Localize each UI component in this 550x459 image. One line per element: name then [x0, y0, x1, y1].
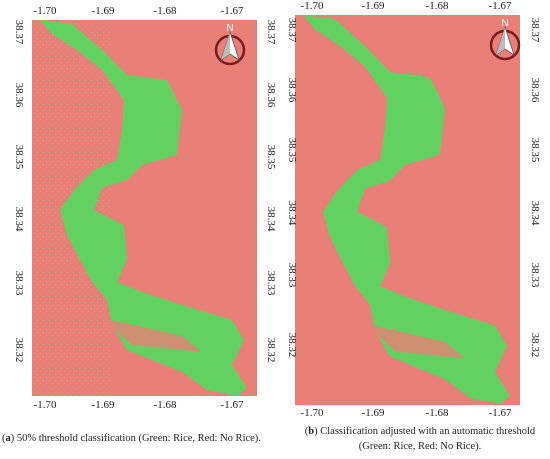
- y-tick-label: 38.33: [286, 263, 298, 288]
- y-tick-label: 38.34: [13, 207, 25, 232]
- x-tick-label: -1.69: [92, 399, 115, 411]
- x-tick-label: -1.70: [301, 407, 324, 419]
- x-tick-label: -1.68: [426, 0, 449, 12]
- x-tick-label: -1.68: [154, 399, 177, 411]
- y-tick-label: 38.34: [529, 201, 541, 226]
- map-panel: -1.70 -1.70 -1.69 -1.69 -1.68 -1.68 -1.67 -1.67…: [13, 5, 277, 411]
- y-tick-label: 38.37: [286, 18, 298, 43]
- y-tick-label: 38.35: [265, 145, 277, 170]
- caption-part: ) 50% threshold classification (Green: R…: [11, 433, 261, 444]
- x-tick-label: -1.68: [426, 407, 449, 419]
- y-tick-label: 38.36: [13, 83, 25, 108]
- caption-line: (Green: Rice, Red: No Rice).: [359, 441, 481, 452]
- caption-part: (: [2, 433, 6, 444]
- y-tick-label: 38.37: [529, 18, 541, 43]
- x-tick-label: -1.69: [92, 5, 115, 17]
- y-tick-label: 38.32: [529, 333, 541, 358]
- y-tick-label: 38.33: [265, 271, 277, 296]
- north-label: N: [226, 23, 233, 34]
- x-tick-label: -1.70: [34, 5, 57, 17]
- y-tick-label: 38.36: [265, 83, 277, 108]
- x-tick-label: -1.69: [362, 0, 385, 12]
- x-tick-label: -1.67: [489, 0, 512, 12]
- y-tick-label: 38.35: [529, 138, 541, 163]
- y-tick-label: 38.37: [265, 20, 277, 45]
- x-tick-label: -1.67: [221, 5, 244, 17]
- y-tick-label: 38.35: [286, 138, 298, 163]
- caption-part: (: [305, 426, 309, 437]
- y-tick-label: 38.33: [13, 271, 25, 296]
- x-tick-label: -1.67: [221, 399, 244, 411]
- y-tick-label: 38.32: [13, 338, 25, 363]
- caption: (b) Classification adjusted with an auto…: [305, 426, 536, 437]
- x-tick-label: -1.69: [362, 407, 385, 419]
- x-tick-label: -1.67: [489, 407, 512, 419]
- caption: (a) 50% threshold classification (Green:…: [2, 433, 261, 444]
- x-tick-label: -1.70: [34, 399, 57, 411]
- y-tick-label: 38.34: [286, 201, 298, 226]
- y-tick-label: 38.35: [13, 145, 25, 170]
- caption-part: b: [308, 426, 314, 437]
- y-tick-label: 38.32: [265, 338, 277, 363]
- caption-part: ) Classification adjusted with an automa…: [314, 426, 536, 437]
- north-label: N: [501, 18, 508, 29]
- y-tick-label: 38.36: [286, 78, 298, 103]
- map-panel: -1.70 -1.70 -1.69 -1.69 -1.68 -1.68 -1.67 -1.67…: [286, 0, 541, 419]
- x-tick-label: -1.70: [301, 0, 324, 12]
- x-tick-label: -1.68: [154, 5, 177, 17]
- y-tick-label: 38.32: [286, 333, 298, 358]
- y-tick-label: 38.33: [529, 263, 541, 288]
- y-tick-label: 38.36: [529, 78, 541, 103]
- y-tick-label: 38.34: [265, 207, 277, 232]
- y-tick-label: 38.37: [13, 20, 25, 45]
- caption-part: a: [6, 433, 12, 444]
